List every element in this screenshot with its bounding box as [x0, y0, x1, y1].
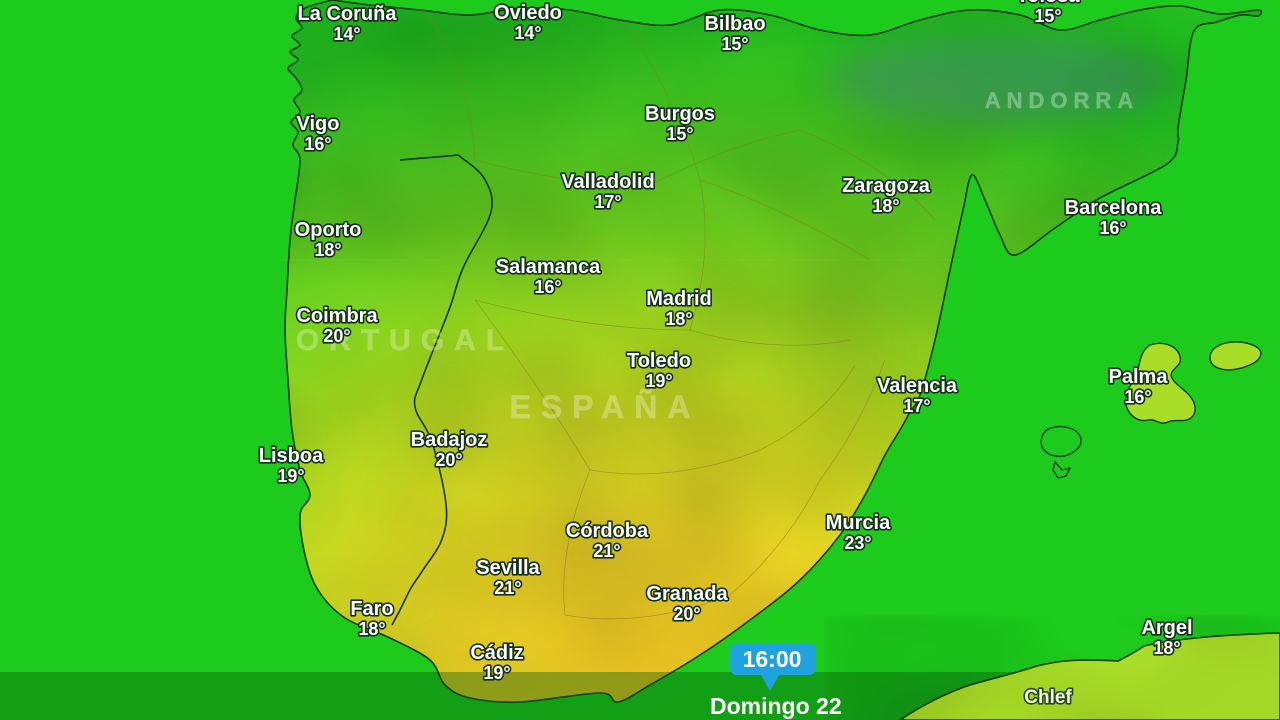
- svg-text:19°: 19°: [645, 371, 672, 391]
- svg-text:Toledo: Toledo: [627, 350, 691, 372]
- svg-text:19°: 19°: [483, 663, 510, 683]
- svg-text:Lisboa: Lisboa: [259, 445, 324, 467]
- svg-text:Zaragoza: Zaragoza: [842, 175, 931, 197]
- svg-text:Argel: Argel: [1141, 617, 1192, 639]
- svg-text:Valencia: Valencia: [877, 375, 958, 397]
- svg-text:PORTUGAL: PORTUGAL: [266, 324, 514, 357]
- svg-text:15°: 15°: [666, 124, 693, 144]
- svg-text:Barcelona: Barcelona: [1065, 197, 1163, 219]
- svg-text:16°: 16°: [304, 134, 331, 154]
- svg-text:23°: 23°: [844, 533, 871, 553]
- svg-text:Córdoba: Córdoba: [566, 520, 649, 542]
- svg-text:Badajoz: Badajoz: [411, 429, 488, 451]
- svg-text:18°: 18°: [872, 196, 899, 216]
- svg-text:18°: 18°: [358, 619, 385, 639]
- svg-text:Burgos: Burgos: [645, 103, 715, 125]
- svg-text:17°: 17°: [594, 192, 621, 212]
- svg-text:ESPAÑA: ESPAÑA: [510, 389, 701, 425]
- svg-text:18°: 18°: [1153, 638, 1180, 658]
- svg-text:20°: 20°: [323, 326, 350, 346]
- svg-text:14°: 14°: [514, 23, 541, 43]
- svg-text:21°: 21°: [494, 578, 521, 598]
- svg-text:La Coruña: La Coruña: [298, 3, 398, 25]
- svg-text:Sevilla: Sevilla: [476, 557, 540, 579]
- svg-text:18°: 18°: [665, 309, 692, 329]
- svg-text:ANDORRA: ANDORRA: [985, 88, 1139, 113]
- svg-text:Oporto: Oporto: [295, 219, 362, 241]
- svg-text:16:00: 16:00: [743, 646, 802, 672]
- svg-text:Murcia: Murcia: [826, 512, 891, 534]
- svg-text:20°: 20°: [435, 450, 462, 470]
- svg-text:Palma: Palma: [1109, 366, 1169, 388]
- svg-text:Valladolid: Valladolid: [561, 171, 654, 193]
- svg-text:Oviedo: Oviedo: [494, 2, 562, 24]
- svg-text:15°: 15°: [721, 34, 748, 54]
- svg-text:Bilbao: Bilbao: [704, 13, 765, 35]
- svg-text:18°: 18°: [314, 240, 341, 260]
- svg-text:Faro: Faro: [350, 598, 393, 620]
- svg-text:Salamanca: Salamanca: [496, 256, 601, 278]
- svg-text:Chlef: Chlef: [1024, 687, 1072, 708]
- svg-text:Domingo 22: Domingo 22: [710, 693, 842, 719]
- svg-text:Cádiz: Cádiz: [470, 642, 523, 664]
- svg-text:17°: 17°: [903, 396, 930, 416]
- svg-text:Granada: Granada: [646, 583, 728, 605]
- svg-text:Vigo: Vigo: [297, 113, 340, 135]
- svg-text:21°: 21°: [593, 541, 620, 561]
- svg-text:20°: 20°: [673, 604, 700, 624]
- svg-text:Coimbra: Coimbra: [296, 305, 378, 327]
- svg-text:19°: 19°: [277, 466, 304, 486]
- svg-text:Madrid: Madrid: [646, 288, 712, 310]
- svg-text:16°: 16°: [534, 277, 561, 297]
- svg-text:14°: 14°: [333, 24, 360, 44]
- svg-text:15°: 15°: [1034, 6, 1061, 26]
- svg-text:16°: 16°: [1099, 218, 1126, 238]
- svg-text:16°: 16°: [1124, 387, 1151, 407]
